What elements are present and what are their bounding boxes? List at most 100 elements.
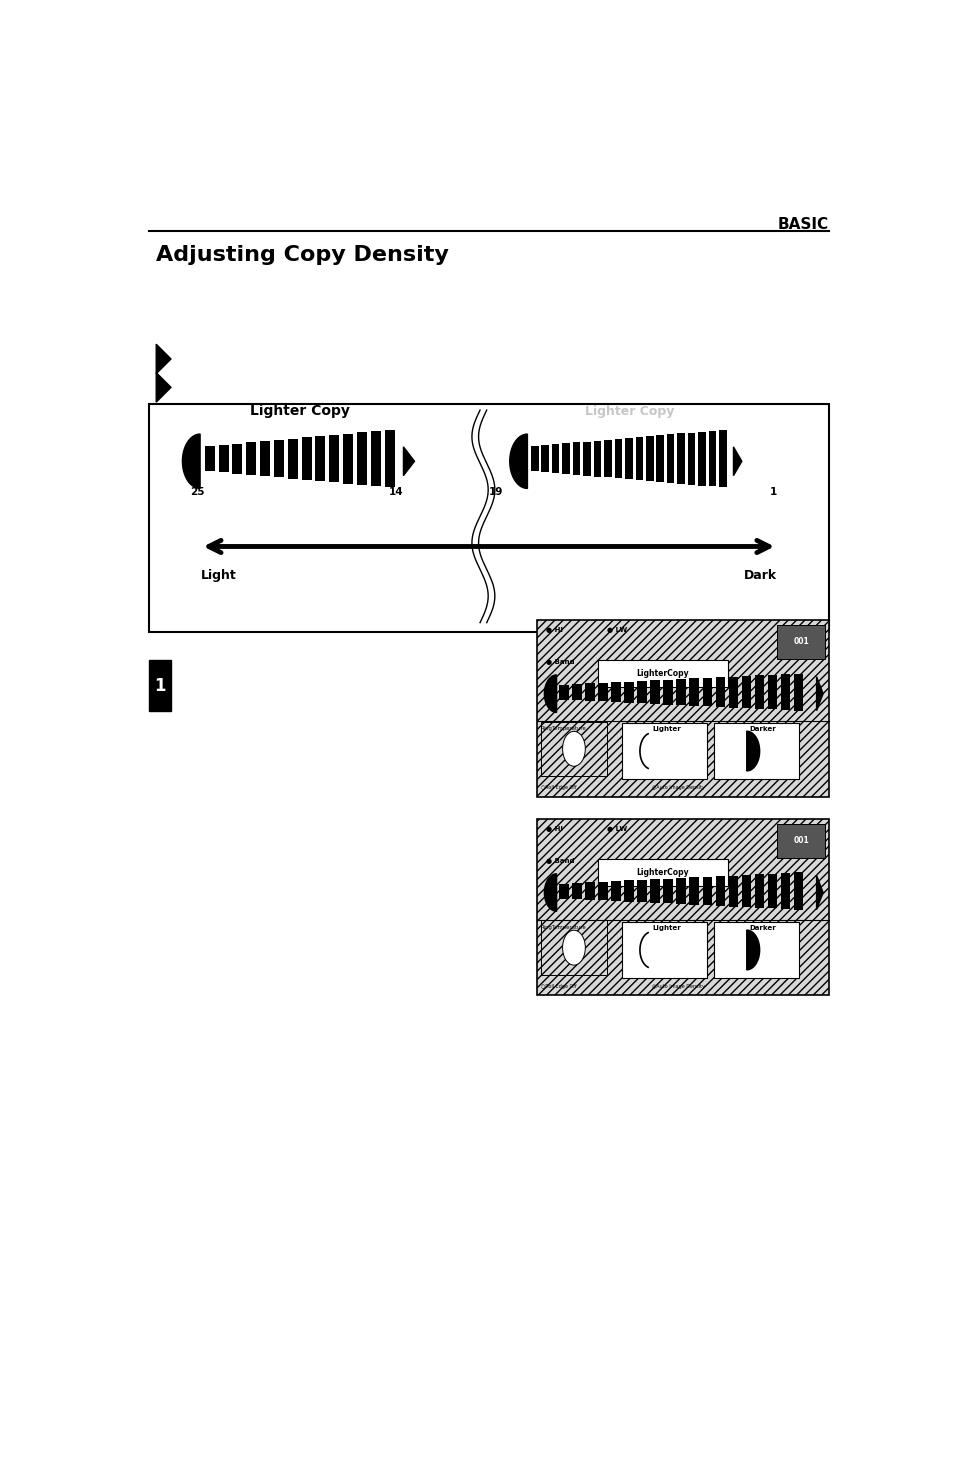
Bar	[621, 723, 706, 779]
Bar	[662, 680, 672, 683]
Bar	[561, 443, 569, 449]
Bar	[329, 435, 339, 440]
Bar	[611, 881, 620, 884]
Bar	[329, 440, 339, 483]
Bar	[780, 877, 789, 909]
Bar	[288, 444, 297, 478]
Bar	[650, 880, 659, 883]
Bar	[780, 675, 789, 677]
Bar	[777, 624, 824, 658]
Bar	[767, 675, 776, 677]
Bar	[558, 887, 568, 899]
Bar	[715, 680, 724, 707]
Bar	[572, 883, 581, 886]
Bar	[687, 438, 695, 484]
Bar	[767, 677, 776, 710]
Text: Lighter Copy: Lighter Copy	[584, 404, 674, 418]
Bar	[662, 683, 672, 704]
Text: 001: 001	[793, 837, 808, 846]
Bar	[701, 880, 711, 905]
Bar	[233, 449, 242, 474]
Bar	[585, 883, 594, 886]
Bar	[623, 685, 633, 703]
Text: 25: 25	[190, 487, 204, 497]
Bar	[714, 921, 799, 979]
Bar	[598, 686, 607, 701]
Bar	[301, 443, 312, 480]
Bar	[558, 685, 568, 688]
Bar	[356, 432, 367, 437]
Bar	[593, 441, 600, 446]
Bar	[558, 884, 568, 887]
Bar	[714, 723, 799, 779]
Bar	[384, 435, 395, 487]
Bar	[656, 440, 663, 483]
Bar	[614, 438, 621, 444]
Bar	[708, 431, 716, 435]
Polygon shape	[403, 447, 414, 475]
Bar	[558, 688, 568, 700]
Bar	[561, 449, 569, 474]
Bar	[343, 438, 353, 484]
Bar	[572, 443, 579, 447]
Polygon shape	[816, 676, 822, 711]
Bar	[689, 679, 699, 682]
Text: RingTemperature: RingTemperature	[540, 726, 586, 732]
Bar	[780, 872, 789, 877]
Bar	[371, 431, 380, 437]
Bar	[356, 437, 367, 486]
Text: Light: Light	[200, 570, 236, 582]
Bar	[715, 880, 724, 906]
Bar	[572, 683, 581, 688]
Bar	[205, 446, 214, 452]
Text: ● HI: ● HI	[545, 827, 562, 832]
Bar	[656, 435, 663, 440]
Bar	[623, 682, 633, 685]
Bar	[598, 683, 607, 686]
Bar	[715, 677, 724, 680]
Bar	[260, 446, 270, 477]
Bar	[585, 683, 594, 686]
Bar	[585, 686, 594, 701]
Bar	[754, 877, 763, 908]
Bar	[708, 435, 716, 487]
Bar	[662, 881, 672, 903]
Bar	[666, 434, 674, 440]
Bar	[754, 874, 763, 877]
Bar	[728, 676, 738, 679]
Polygon shape	[182, 434, 200, 489]
Polygon shape	[746, 930, 759, 970]
Bar	[623, 884, 633, 902]
Circle shape	[562, 731, 585, 766]
Bar	[218, 444, 229, 450]
Bar	[662, 878, 672, 881]
Bar	[233, 444, 242, 449]
Bar	[650, 683, 659, 704]
Bar	[650, 883, 659, 903]
Text: LighterCopy: LighterCopy	[636, 868, 689, 877]
Bar	[793, 676, 802, 711]
Bar	[637, 883, 646, 902]
Bar	[754, 676, 763, 679]
Bar	[149, 404, 828, 632]
Bar	[582, 447, 590, 475]
Bar	[740, 679, 750, 708]
Text: 19: 19	[489, 487, 503, 497]
Bar	[624, 438, 632, 443]
Bar	[598, 859, 727, 886]
Text: ● LW: ● LW	[606, 627, 627, 633]
Text: 1: 1	[154, 676, 166, 695]
Bar	[246, 447, 256, 475]
Bar	[728, 878, 738, 906]
Bar	[728, 875, 738, 878]
Bar	[572, 688, 581, 700]
Text: ◎Auto Image Density: ◎Auto Image Density	[651, 785, 703, 790]
Text: ● Band: ● Band	[545, 658, 574, 666]
Bar	[611, 884, 620, 900]
Bar	[541, 446, 548, 450]
Bar	[288, 438, 297, 444]
Polygon shape	[156, 372, 171, 401]
Bar	[740, 875, 750, 878]
Bar	[635, 443, 642, 480]
Text: ● Band: ● Band	[545, 858, 574, 863]
